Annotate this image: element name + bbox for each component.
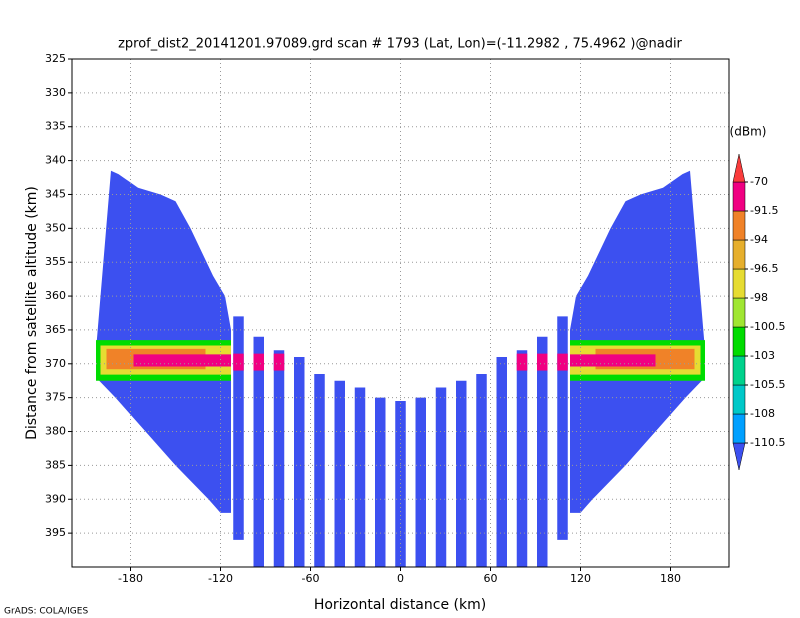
shaded-region [354,387,366,567]
y-tick-label: 350 [45,221,66,234]
colorbar-swatch [732,181,746,212]
y-tick-label: 365 [45,323,66,336]
colorbar-label: -96.5 [750,262,778,275]
colorbar-label: -110.5 [750,436,785,449]
x-tick-label: 0 [397,572,404,585]
shaded-region [516,350,528,567]
colorbar-label: -103 [750,349,775,362]
y-tick-label: 380 [45,425,66,438]
x-tick-label: -180 [118,572,143,585]
shaded-region [415,397,426,567]
y-tick-label: 390 [45,492,66,505]
shaded-region [253,336,264,567]
colorbar-swatch [732,297,746,328]
shaded-region [133,354,231,367]
footer: GrADS: COLA/IGES [4,607,88,617]
colorbar-label: -105.5 [750,378,785,391]
x-tick-label: -60 [302,572,320,585]
shaded-region [314,373,325,567]
shaded-region [496,357,507,567]
shaded-region [537,336,548,567]
shaded-region [294,357,305,567]
y-tick-label: 375 [45,391,66,404]
colorbar-swatch [732,326,746,357]
shaded-region [537,353,548,371]
colorbar-label: -70 [750,175,768,188]
x-tick-label: 60 [484,572,498,585]
shaded-region [557,353,568,371]
y-tick-label: 395 [45,526,66,539]
y-tick-label: 330 [45,86,66,99]
shaded-region [395,401,406,567]
y-tick-label: 345 [45,187,66,200]
colorbar-swatch [732,210,746,241]
shaded-region [375,397,386,567]
colorbar-swatch [732,153,746,183]
shaded-region [253,353,264,371]
shaded-region [435,387,447,567]
x-tick-label: -120 [208,572,233,585]
y-tick-label: 335 [45,120,66,133]
colorbar-swatch [732,355,746,386]
y-tick-label: 325 [45,52,66,65]
shaded-region [456,380,467,567]
shaded-region [334,380,345,567]
colorbar-label: -94 [750,233,768,246]
y-tick-label: 385 [45,458,66,471]
colorbar-swatch [732,413,746,444]
shaded-region [516,353,528,371]
shaded-region [570,354,656,367]
colorbar-swatch [732,442,746,471]
shaded-region [273,353,285,371]
y-tick-label: 360 [45,289,66,302]
colorbar-label: -100.5 [750,320,785,333]
colorbar-swatch [732,268,746,299]
shaded-region [557,316,568,540]
colorbar-swatch [732,239,746,270]
shaded-region [233,353,244,371]
y-tick-label: 355 [45,255,66,268]
y-axis-label: Distance from satellite altitude (km) [24,186,40,440]
x-tick-label: 120 [570,572,591,585]
chart-title: zprof_dist2_20141201.97089.grd scan # 17… [118,37,682,52]
plot-frame [71,58,730,568]
y-tick-label: 370 [45,357,66,370]
colorbar-label: -91.5 [750,204,778,217]
shaded-region [233,316,244,540]
x-tick-label: 180 [660,572,681,585]
y-tick-label: 340 [45,154,66,167]
colorbar-label: -98 [750,291,768,304]
colorbar-label: (dBm) [730,125,767,139]
colorbar-swatch [732,384,746,415]
colorbar-label: -108 [750,407,775,420]
shaded-region [476,373,487,567]
shaded-region [273,350,285,567]
x-axis-label: Horizontal distance (km) [314,597,486,613]
